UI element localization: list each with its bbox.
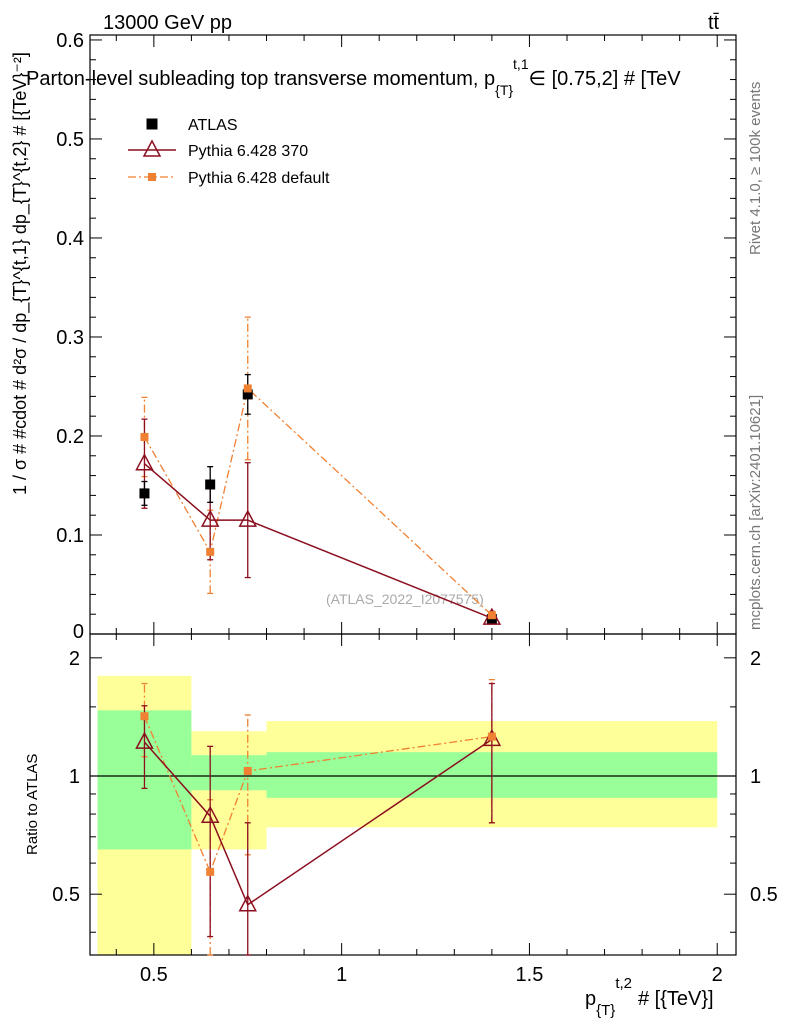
point-pythia-default bbox=[487, 611, 496, 620]
series-line-pythia-370 bbox=[143, 463, 493, 619]
ratio-tick-label-left: 0.5 bbox=[52, 884, 80, 906]
axes-frames bbox=[89, 34, 737, 956]
point-atlas bbox=[242, 389, 253, 400]
ratio-tick-label-left: 2 bbox=[69, 648, 80, 670]
y-tick-label: 0.4 bbox=[56, 228, 84, 250]
y-tick-label-zero: 0 bbox=[73, 621, 84, 643]
ratio-point-pythia-370 bbox=[200, 805, 220, 823]
series-line-pythia-default bbox=[143, 387, 493, 616]
ratio-line-pythia-370 bbox=[143, 738, 493, 906]
point-pythia-370 bbox=[135, 453, 154, 471]
ratio-point-pythia-370 bbox=[135, 731, 154, 749]
point-pythia-default bbox=[206, 547, 215, 556]
header-left: 13000 GeV pp bbox=[103, 12, 232, 34]
ratio-line-pythia-default bbox=[143, 715, 492, 874]
ratio-point-pythia-default bbox=[206, 867, 215, 876]
legend-label: Pythia 6.428 default bbox=[188, 170, 330, 187]
ratio-point-pythia-default bbox=[487, 732, 496, 741]
y-tick-label: 0.5 bbox=[56, 129, 84, 151]
legend-marker-pythia-370 bbox=[142, 139, 162, 157]
y-tick-label: 0.6 bbox=[56, 30, 84, 52]
x-axis-label: p{T}t,2# [{TeV}] bbox=[585, 975, 714, 1019]
ratio-tick-label-right: 1 bbox=[750, 766, 761, 788]
y-tick-label: 0.2 bbox=[56, 426, 84, 448]
ratio-tick-label-left: 1 bbox=[69, 766, 80, 788]
watermark: (ATLAS_2022_I2077575) bbox=[326, 591, 484, 607]
point-pythia-370 bbox=[238, 509, 257, 527]
point-pythia-default bbox=[140, 432, 149, 441]
data-series bbox=[135, 316, 502, 956]
ratio-y-axis-label: Ratio to ATLAS bbox=[24, 754, 41, 855]
y-tick-label: 0.3 bbox=[56, 327, 84, 349]
point-atlas bbox=[139, 488, 150, 499]
x-tick-label: 0.5 bbox=[140, 964, 168, 986]
ratio-plot-frame bbox=[89, 633, 737, 956]
x-tick-label: 1.5 bbox=[516, 964, 544, 986]
ratio-point-pythia-default bbox=[140, 712, 149, 721]
legend: ATLAS Pythia 6.428 370 Pythia 6.428 defaul… bbox=[128, 117, 330, 187]
point-pythia-370 bbox=[200, 509, 220, 527]
ratio-point-pythia-370 bbox=[238, 894, 257, 912]
ratio-tick-label-right: 2 bbox=[750, 648, 761, 670]
legend-label: Pythia 6.428 370 bbox=[188, 143, 308, 160]
legend-marker-pythia-default bbox=[148, 173, 156, 181]
chart-title: Parton-level subleading top transverse m… bbox=[26, 56, 681, 98]
point-atlas bbox=[205, 479, 216, 490]
header-right: tt̄ bbox=[708, 12, 720, 34]
ratio-point-pythia-default bbox=[243, 766, 252, 775]
x-tick-label: 2 bbox=[712, 964, 723, 986]
point-pythia-default bbox=[243, 384, 252, 393]
side-text-mcplots: mcplots.cern.ch [arXiv:2401.10621] bbox=[747, 395, 764, 630]
ratio-tick-label-right: 0.5 bbox=[750, 884, 778, 906]
axis-ticks: 0.5 1 1.5 2 0.1 0.2 0.3 0.4 0.5 0.6 0 0.5 0.5 1 1 2 2 bbox=[52, 30, 778, 986]
legend-label: ATLAS bbox=[188, 117, 238, 134]
x-tick-label: 1 bbox=[336, 964, 347, 986]
legend-marker-atlas bbox=[146, 118, 158, 130]
y-axis-label: 1 / σ # #cdot # d²σ / dp_{T}^{t,1} dp_{T… bbox=[10, 52, 31, 495]
main-plot-frame bbox=[89, 34, 737, 635]
side-text-rivet: Rivet 4.1.0, ≥ 100k events bbox=[747, 82, 764, 255]
y-tick-label: 0.1 bbox=[56, 525, 84, 547]
